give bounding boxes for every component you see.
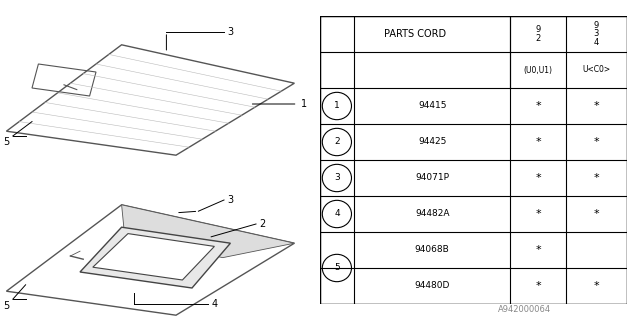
Text: 94482A: 94482A — [415, 210, 449, 219]
Polygon shape — [122, 205, 294, 258]
Text: 94415: 94415 — [418, 101, 446, 110]
Text: 3: 3 — [227, 195, 234, 205]
Polygon shape — [93, 234, 214, 280]
Text: 4: 4 — [334, 210, 340, 219]
Text: U<C0>: U<C0> — [582, 66, 611, 75]
Text: 94425: 94425 — [418, 138, 446, 147]
Text: 3: 3 — [334, 173, 340, 182]
Text: 2: 2 — [334, 138, 340, 147]
Text: 9
3
4: 9 3 4 — [594, 21, 599, 47]
Text: *: * — [535, 101, 541, 111]
Polygon shape — [80, 227, 230, 288]
Text: 5: 5 — [3, 300, 10, 311]
Text: 94071P: 94071P — [415, 173, 449, 182]
Text: 2: 2 — [259, 219, 266, 229]
Text: 5: 5 — [3, 137, 10, 148]
Text: A942000064: A942000064 — [498, 305, 552, 314]
Text: 9
2: 9 2 — [536, 25, 541, 43]
Text: *: * — [594, 101, 599, 111]
Text: 94068B: 94068B — [415, 245, 449, 254]
Text: *: * — [535, 173, 541, 183]
Text: *: * — [535, 137, 541, 147]
Text: 5: 5 — [334, 263, 340, 273]
Text: 1: 1 — [301, 99, 307, 109]
Text: *: * — [594, 137, 599, 147]
Text: *: * — [535, 245, 541, 255]
Text: 1: 1 — [334, 101, 340, 110]
Text: *: * — [594, 281, 599, 291]
Text: 94480D: 94480D — [415, 282, 450, 291]
Text: *: * — [594, 209, 599, 219]
Text: (U0,U1): (U0,U1) — [524, 66, 552, 75]
Text: *: * — [594, 173, 599, 183]
Text: 4: 4 — [211, 299, 218, 309]
Text: PARTS CORD: PARTS CORD — [384, 29, 446, 39]
Text: *: * — [535, 209, 541, 219]
Text: 3: 3 — [227, 27, 234, 37]
Text: *: * — [535, 281, 541, 291]
